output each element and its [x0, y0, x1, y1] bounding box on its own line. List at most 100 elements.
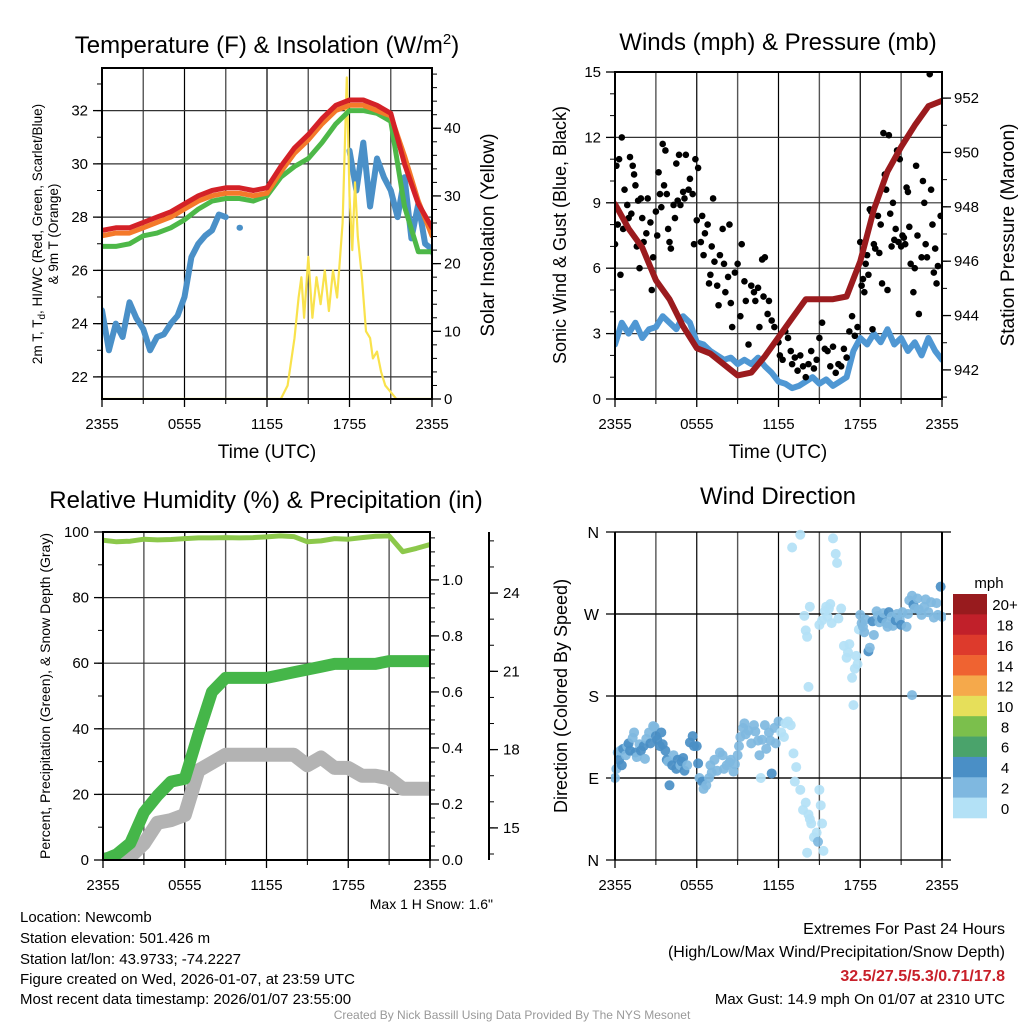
- gust-point: [670, 201, 677, 209]
- x-tick-label: 0555: [168, 877, 201, 894]
- wind-direction-point: [687, 731, 698, 742]
- gust-point: [920, 199, 928, 207]
- wind-direction-point: [616, 760, 627, 771]
- legend-color-box: [953, 675, 987, 697]
- wind-direction-point: [825, 598, 836, 609]
- wind-direction-point: [800, 797, 811, 808]
- y2-tick-label: 944: [954, 308, 979, 325]
- gust-point: [707, 271, 714, 279]
- wind-direction-point: [817, 818, 828, 829]
- wind-direction-point: [931, 598, 942, 609]
- temperature-insolation-panel: Temperature (F) & Insolation (W/m2) Time…: [30, 31, 499, 463]
- gust-point: [697, 238, 705, 246]
- y-tick-label: 60: [72, 655, 89, 672]
- gust-point: [768, 317, 775, 324]
- wind-direction-point: [859, 627, 870, 638]
- y-tick-label: 9: [593, 195, 601, 212]
- gust-point: [663, 190, 671, 198]
- wind-direction-point: [804, 601, 815, 612]
- wind-direction-point: [902, 609, 913, 619]
- wind-direction-point: [811, 827, 822, 838]
- gust-point: [716, 251, 724, 259]
- y2-tick-label: 30: [444, 188, 461, 205]
- wind-direction-point: [649, 721, 660, 732]
- gust-point: [666, 238, 673, 246]
- gust-point: [701, 230, 709, 237]
- gust-point: [722, 288, 729, 296]
- gust-point: [764, 310, 771, 318]
- gust-point: [659, 140, 666, 148]
- x-tick-label: 1755: [332, 877, 365, 894]
- gust-point: [832, 369, 840, 377]
- legend-color-box: [953, 736, 987, 758]
- wind-direction-point: [660, 745, 671, 756]
- gust-point: [756, 323, 763, 331]
- legend-label: 14: [997, 658, 1014, 675]
- gust-point: [919, 177, 927, 185]
- recent-data-label: Most recent data timestamp: 2026/01/07 2…: [20, 991, 351, 1008]
- gust-point: [679, 188, 687, 196]
- wind-direction-point: [795, 784, 806, 795]
- gust-point: [929, 221, 936, 228]
- wind-direction-point: [761, 743, 772, 754]
- gust-point: [677, 201, 684, 209]
- gust-point: [630, 171, 638, 178]
- x-tick-label: 1155: [250, 877, 282, 894]
- y2-tick-label: 20: [444, 256, 461, 273]
- gust-point: [922, 240, 929, 248]
- latlon-label: Station lat/lon: 43.9733; -74.2227: [20, 951, 241, 968]
- gust-point: [686, 175, 694, 183]
- gust-point: [750, 288, 758, 296]
- gust-point: [791, 354, 799, 361]
- gust-point: [937, 212, 942, 220]
- legend-title: mph: [974, 575, 1003, 592]
- gust-point: [880, 129, 887, 137]
- y2-tick-label: 0.2: [442, 796, 463, 813]
- elevation-label: Station elevation: 501.426 m: [20, 930, 210, 947]
- humidity-chart-title: Relative Humidity (%) & Precipitation (i…: [49, 487, 482, 514]
- wind-direction-panel: Wind Direction Direction (Colored By Spe…: [551, 483, 1018, 894]
- gust-point: [904, 188, 912, 196]
- gust-point: [765, 297, 773, 305]
- gust-point: [824, 347, 831, 355]
- gust-point: [726, 221, 733, 228]
- wind-direction-point: [629, 727, 640, 738]
- legend-label: 20+: [992, 597, 1018, 614]
- gust-point: [858, 282, 865, 289]
- sonic-wind-line: [615, 313, 942, 392]
- gust-point: [664, 225, 672, 233]
- gust-point: [719, 225, 726, 233]
- footer-info: Max 1 H Snow: 1.6" Location: Newcomb Sta…: [20, 896, 1005, 1022]
- gust-point: [682, 151, 690, 159]
- gust-point: [648, 286, 656, 294]
- wind-direction-point: [852, 659, 863, 670]
- temperature-chart-title: Temperature (F) & Insolation (W/m2): [75, 31, 459, 59]
- legend-label: 2: [1001, 780, 1009, 797]
- gust-point: [871, 245, 879, 252]
- gust-point: [662, 147, 669, 154]
- gust-point: [644, 195, 651, 202]
- wind-direction-point: [778, 732, 789, 742]
- gust-point: [826, 363, 834, 370]
- x-tick-label: 1155: [251, 416, 283, 433]
- gust-point: [885, 131, 893, 139]
- x-tick-label: 2355: [925, 416, 958, 433]
- gust-point: [912, 162, 920, 170]
- gust-point: [892, 225, 899, 233]
- wind-direction-point: [785, 720, 796, 731]
- wind-direction-point: [868, 629, 879, 640]
- y-tick-label: 100: [64, 524, 89, 541]
- gust-point: [738, 240, 746, 248]
- y-tick-label: 15: [584, 64, 601, 81]
- wind-direction-point: [842, 647, 853, 658]
- gust-point: [934, 262, 942, 270]
- wind-direction-point: [851, 650, 862, 661]
- wind-direction-point: [733, 741, 744, 752]
- wind-direction-point: [935, 581, 946, 592]
- gust-point: [927, 186, 935, 194]
- extremes-values: 32.5/27.5/5.3/0.71/17.8: [840, 968, 1005, 985]
- y2-tick-label: 18: [503, 742, 520, 759]
- gust-point: [797, 352, 804, 359]
- gust-point: [813, 356, 820, 364]
- gust-point: [926, 72, 934, 78]
